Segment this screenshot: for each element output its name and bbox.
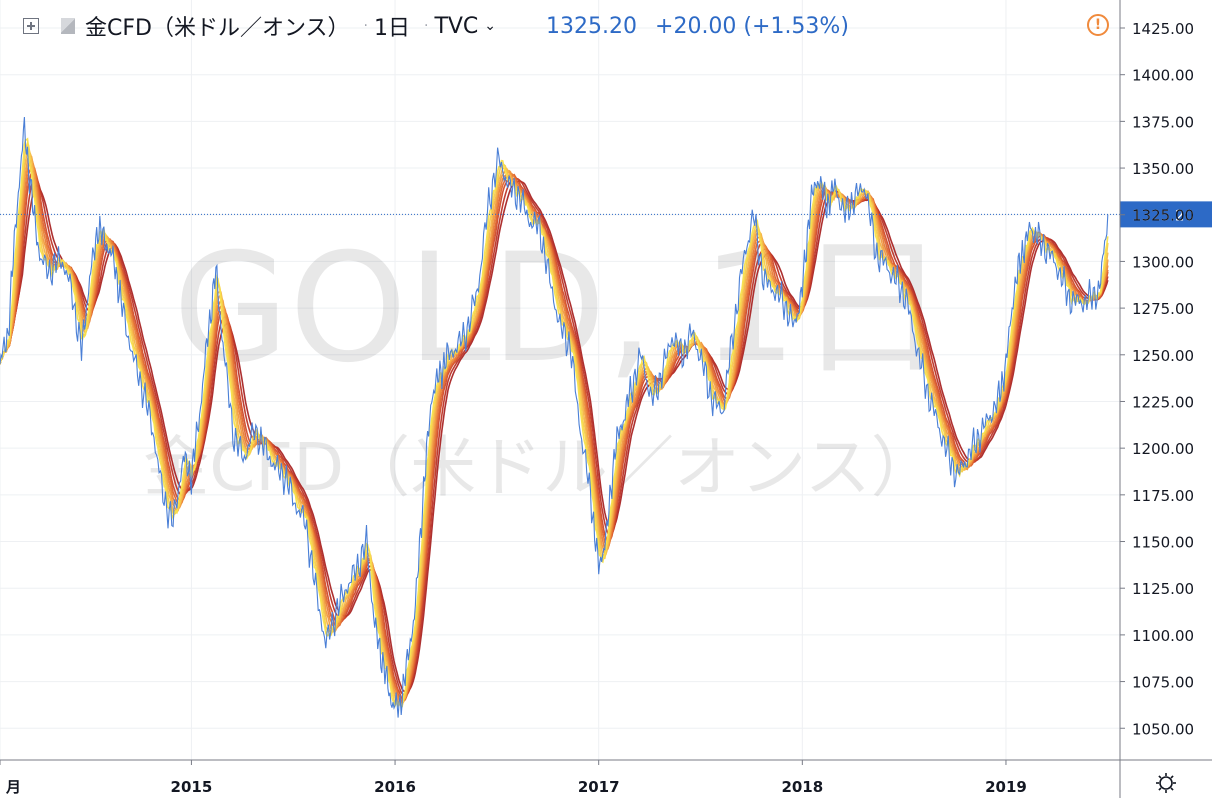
y-tick-label: 1175.00 [1132, 487, 1194, 505]
y-tick-label: 1200.00 [1132, 440, 1194, 458]
y-tick-label: 1425.00 [1132, 20, 1194, 38]
flag-icon [61, 18, 75, 34]
separator-dot: · [423, 18, 429, 34]
legend-header: 金CFD（米ドル／オンス） · 1日 · TVC ⌄ 1325.20 +20.0… [0, 0, 1120, 52]
exchange-label[interactable]: TVC [434, 13, 479, 39]
price-change: +20.00 (+1.53%) [655, 13, 849, 39]
x-tick-label: 2016 [374, 778, 416, 796]
y-tick-label: 1350.00 [1132, 160, 1194, 178]
ma-ribbon-line-7 [0, 147, 1109, 707]
x-tick-label: 2015 [171, 778, 213, 796]
y-tick-label: 1250.00 [1132, 347, 1194, 365]
y-tick-label: 1400.00 [1132, 67, 1194, 85]
last-price: 1325.20 [546, 13, 638, 39]
price-series [0, 116, 1109, 718]
y-tick-label: 1075.00 [1132, 674, 1194, 692]
y-tick-label: 1150.00 [1132, 534, 1194, 552]
y-tick-label: 1325.00 [1132, 207, 1194, 225]
last-price-tag-label: 1325.20 [1132, 206, 1194, 224]
y-tick-label: 1300.00 [1132, 253, 1194, 271]
interval-label[interactable]: 1日 [373, 16, 410, 41]
x-tick-label: 2019 [985, 778, 1027, 796]
y-tick-label: 1275.00 [1132, 300, 1194, 318]
alert-icon[interactable]: ! [1087, 14, 1109, 36]
y-tick-label: 1125.00 [1132, 580, 1194, 598]
settings-gear-icon[interactable] [1155, 772, 1177, 794]
price-axis[interactable]: 1425.00 1400.00 1375.00 1350.00 1325.00 1300.… [1119, 0, 1194, 798]
grid [0, 0, 1120, 760]
y-tick-label: 1375.00 [1132, 113, 1194, 131]
ma-ribbon-line-1 [0, 180, 1109, 693]
chevron-down-icon[interactable]: ⌄ [484, 18, 497, 34]
y-tick-label: 1050.00 [1132, 720, 1194, 738]
last-price-layer: 1325.20 [0, 201, 1212, 228]
x-tick-label: 2018 [781, 778, 823, 796]
y-tick-label: 1100.00 [1132, 627, 1194, 645]
x-tick-label: 月 [5, 778, 21, 796]
y-tick-label: 1225.00 [1132, 393, 1194, 411]
ma-ribbon [0, 137, 1109, 708]
symbol-name[interactable]: 金CFD（米ドル／オンス） [85, 16, 350, 41]
x-tick-label: 2017 [578, 778, 620, 796]
plus-square-icon[interactable] [23, 18, 39, 34]
ma-ribbon-line-9 [0, 137, 1109, 708]
time-axis[interactable]: 月 2015 2016 2017 2018 2019 [0, 759, 1212, 796]
ma-ribbon-line-3 [0, 170, 1109, 701]
last-price-tag [1120, 201, 1212, 228]
price-line [0, 116, 1109, 718]
separator-dot: · [363, 18, 368, 34]
